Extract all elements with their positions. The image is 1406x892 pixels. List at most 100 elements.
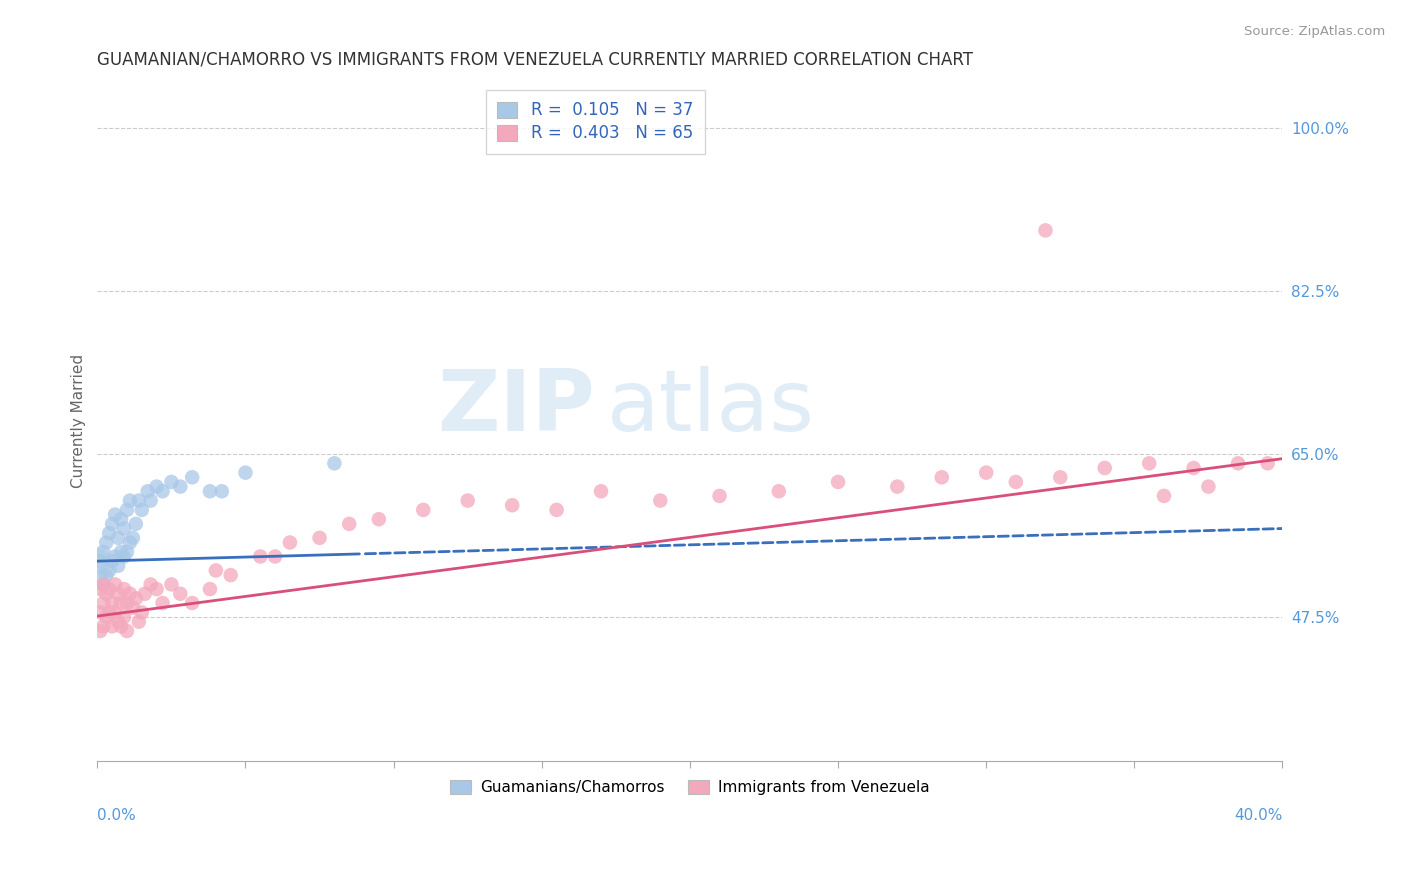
Point — [235, 466, 257, 480]
Point — [145, 480, 167, 494]
Point — [181, 470, 204, 484]
Point — [501, 498, 523, 512]
Point — [115, 503, 138, 517]
Point — [91, 577, 114, 591]
Point — [152, 484, 174, 499]
Point — [1094, 461, 1116, 475]
Point — [96, 610, 118, 624]
Point — [112, 522, 135, 536]
Point — [118, 493, 141, 508]
Point — [160, 577, 183, 591]
Point — [98, 526, 121, 541]
Point — [110, 619, 132, 633]
Point — [115, 596, 138, 610]
Point — [169, 587, 191, 601]
Point — [115, 624, 138, 638]
Point — [91, 577, 114, 591]
Point — [125, 516, 148, 531]
Y-axis label: Currently Married: Currently Married — [72, 354, 86, 489]
Point — [931, 470, 953, 484]
Point — [1049, 470, 1071, 484]
Point — [110, 545, 132, 559]
Point — [160, 475, 183, 489]
Text: atlas: atlas — [607, 367, 815, 450]
Point — [91, 545, 114, 559]
Point — [219, 568, 242, 582]
Point — [101, 516, 124, 531]
Point — [337, 516, 360, 531]
Point — [650, 493, 672, 508]
Point — [104, 577, 127, 591]
Point — [139, 493, 162, 508]
Point — [96, 568, 118, 582]
Point — [278, 535, 301, 549]
Point — [107, 587, 129, 601]
Point — [181, 596, 204, 610]
Point — [128, 615, 150, 629]
Point — [96, 535, 118, 549]
Point — [101, 596, 124, 610]
Point — [131, 606, 153, 620]
Point — [101, 619, 124, 633]
Point — [118, 535, 141, 549]
Point — [1004, 475, 1026, 489]
Text: 0.0%: 0.0% — [97, 808, 136, 823]
Text: Source: ZipAtlas.com: Source: ZipAtlas.com — [1244, 25, 1385, 38]
Point — [198, 484, 221, 499]
Point — [91, 619, 114, 633]
Point — [128, 493, 150, 508]
Point — [104, 508, 127, 522]
Point — [152, 596, 174, 610]
Point — [98, 606, 121, 620]
Point — [107, 531, 129, 545]
Point — [1137, 456, 1160, 470]
Point — [122, 600, 145, 615]
Point — [89, 624, 111, 638]
Point — [91, 596, 114, 610]
Point — [115, 545, 138, 559]
Point — [101, 554, 124, 568]
Point — [205, 564, 228, 578]
Point — [131, 503, 153, 517]
Point — [89, 568, 111, 582]
Point — [886, 480, 908, 494]
Point — [107, 558, 129, 573]
Point — [457, 493, 479, 508]
Point — [323, 456, 346, 470]
Point — [768, 484, 790, 499]
Point — [122, 531, 145, 545]
Text: ZIP: ZIP — [437, 367, 595, 450]
Point — [308, 531, 330, 545]
Point — [112, 549, 135, 564]
Point — [827, 475, 849, 489]
Point — [249, 549, 271, 564]
Point — [112, 610, 135, 624]
Point — [211, 484, 233, 499]
Point — [412, 503, 434, 517]
Point — [98, 582, 121, 596]
Point — [1153, 489, 1175, 503]
Text: 40.0%: 40.0% — [1234, 808, 1282, 823]
Point — [136, 484, 159, 499]
Point — [709, 489, 731, 503]
Point — [1197, 480, 1219, 494]
Point — [169, 480, 191, 494]
Point — [89, 582, 111, 596]
Point — [112, 582, 135, 596]
Point — [974, 466, 997, 480]
Point — [125, 591, 148, 606]
Point — [110, 596, 132, 610]
Point — [589, 484, 612, 499]
Point — [89, 554, 111, 568]
Point — [198, 582, 221, 596]
Point — [1035, 223, 1057, 237]
Point — [110, 512, 132, 526]
Legend: Guamanians/Chamorros, Immigrants from Venezuela: Guamanians/Chamorros, Immigrants from Ve… — [444, 773, 936, 801]
Point — [96, 587, 118, 601]
Point — [1227, 456, 1250, 470]
Point — [367, 512, 389, 526]
Point — [118, 587, 141, 601]
Point — [546, 503, 568, 517]
Point — [104, 549, 127, 564]
Point — [104, 606, 127, 620]
